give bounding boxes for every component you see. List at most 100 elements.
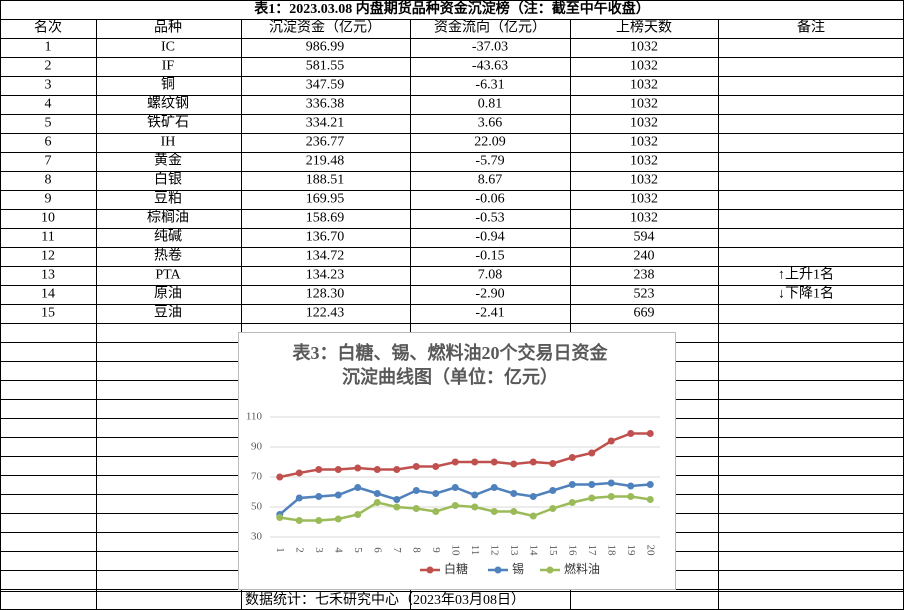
table-title: 表1：2023.03.08 内盘期货品种资金沉淀榜（注：截至中午收盘） <box>253 0 650 17</box>
point <box>412 487 420 494</box>
cell: 669 <box>634 306 655 321</box>
cell: 169.95 <box>306 192 345 207</box>
y-tick-label: 50 <box>251 501 263 513</box>
cell: 594 <box>634 230 655 245</box>
cell: 1032 <box>630 40 658 55</box>
point <box>568 499 576 506</box>
point <box>373 499 381 506</box>
cell: 白银 <box>154 172 182 188</box>
x-tick-label: 20 <box>645 545 657 557</box>
cell: -6.31 <box>475 78 504 93</box>
cell: 3 <box>45 78 52 93</box>
x-tick-label: 13 <box>508 545 520 557</box>
point <box>607 437 615 445</box>
cell: 10 <box>41 211 55 226</box>
cell: 原油 <box>154 286 182 302</box>
column-header: 名次 <box>34 20 62 36</box>
cell: 豆油 <box>154 305 182 321</box>
y-tick-label: 110 <box>246 411 263 423</box>
cell: 136.70 <box>306 230 345 245</box>
cell: 5 <box>45 116 52 131</box>
cell: PTA <box>155 268 181 283</box>
cell: 14 <box>41 287 55 302</box>
cell: 1032 <box>630 154 658 169</box>
cell: 1032 <box>630 192 658 207</box>
point <box>471 458 479 466</box>
cell: 2 <box>45 59 52 74</box>
cell: -43.63 <box>472 59 508 74</box>
cell: 1 <box>45 40 52 55</box>
x-tick-label: 2 <box>294 547 306 553</box>
column-header: 备注 <box>797 19 825 36</box>
point <box>627 482 635 490</box>
point <box>627 493 635 500</box>
cell: -5.79 <box>475 154 504 169</box>
x-tick-label: 15 <box>547 545 559 557</box>
point <box>373 490 381 497</box>
column-header: 品种 <box>154 20 182 36</box>
cell: 纯碱 <box>154 229 182 245</box>
cell: 336.38 <box>306 97 345 112</box>
y-tick-label: 70 <box>251 471 263 483</box>
x-tick-label: 7 <box>391 547 403 553</box>
point <box>334 466 342 473</box>
column-header: 资金流向（亿元） <box>434 20 546 36</box>
point <box>549 487 557 494</box>
point <box>315 517 323 524</box>
cell: 7 <box>45 154 52 169</box>
point <box>588 494 596 502</box>
point <box>549 460 557 467</box>
cell: 8.67 <box>478 173 503 188</box>
cell: 3.66 <box>478 116 503 131</box>
point <box>529 493 537 500</box>
point <box>295 469 303 477</box>
point <box>451 484 459 491</box>
cell: -0.53 <box>475 211 504 226</box>
point <box>451 502 459 509</box>
cell: 4 <box>45 97 52 112</box>
cell: -37.03 <box>472 40 508 55</box>
point <box>471 503 479 511</box>
point <box>393 466 401 473</box>
x-tick-label: 11 <box>469 545 481 556</box>
cell: IF <box>162 59 175 74</box>
remark: ↓下降1名 <box>778 286 834 302</box>
cell: IC <box>161 40 175 55</box>
point <box>315 493 323 500</box>
cell: 122.43 <box>306 306 345 321</box>
column-header: 上榜天数 <box>616 19 672 36</box>
cell: -0.94 <box>475 230 504 245</box>
cell: 0.81 <box>478 97 503 112</box>
cell: 12 <box>41 249 55 264</box>
point <box>510 490 518 497</box>
point <box>354 484 362 491</box>
cell: 13 <box>41 268 55 283</box>
cell: 1032 <box>630 173 658 188</box>
cell: 黄金 <box>154 152 182 169</box>
point <box>490 458 498 466</box>
chart-title: 沉淀曲线图（单位：亿元） <box>342 366 558 387</box>
x-tick-label: 5 <box>352 547 364 553</box>
point <box>607 479 615 487</box>
point <box>393 503 401 511</box>
point <box>373 466 381 473</box>
cell: 986.99 <box>306 40 345 55</box>
point <box>549 505 557 512</box>
x-tick-label: 6 <box>372 547 384 553</box>
point <box>471 491 479 499</box>
point <box>510 508 518 515</box>
point <box>276 514 284 521</box>
cell: IH <box>161 135 176 150</box>
point <box>588 449 596 457</box>
x-tick-label: 12 <box>489 545 501 556</box>
cell: 15 <box>41 306 55 321</box>
point <box>295 517 303 524</box>
point <box>568 454 576 461</box>
point <box>451 458 459 466</box>
cell: 134.72 <box>306 249 345 264</box>
x-tick-label: 16 <box>567 545 579 557</box>
cell: -0.15 <box>475 249 504 264</box>
point <box>412 505 420 512</box>
